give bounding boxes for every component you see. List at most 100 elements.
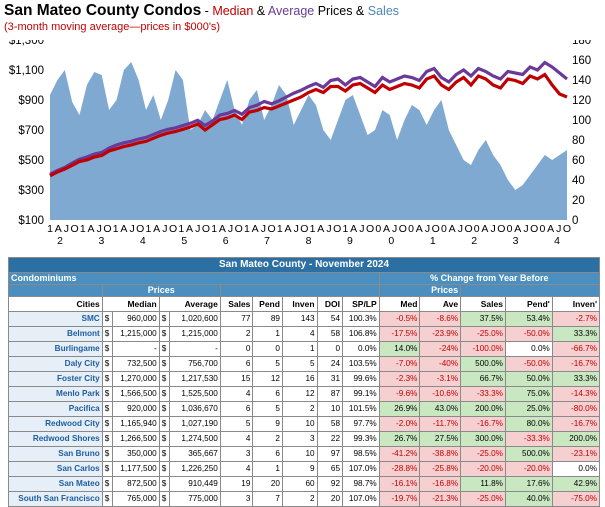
x-tick-label: J <box>64 223 69 235</box>
average-dollar-cell: $ <box>158 461 170 477</box>
table-row: Redwood City $1,165,940 $1,027,190 5 9 10 58 97… <box>8 416 601 432</box>
inven-cell: 4 <box>281 326 318 342</box>
inven-cell: 2 <box>281 401 318 417</box>
inven-cell: 2 <box>281 491 318 507</box>
change-ave-cell: -23.9% <box>419 326 462 342</box>
x-tick-label: O <box>530 223 538 235</box>
median-dollar-cell: $ <box>101 401 113 417</box>
chart-subtitle: (3-month moving average—prices in $000's… <box>4 21 221 33</box>
x-tick-label: J <box>326 223 331 235</box>
average-cell: 756,700 <box>168 356 221 372</box>
x-tick-label: O <box>333 223 341 235</box>
splp-cell: 100.3% <box>342 311 380 327</box>
change-inven-cell: 200.0% <box>551 431 601 447</box>
inven-cell: 9 <box>281 461 318 477</box>
x-tick-label: 1 <box>113 223 119 235</box>
title-prices: Prices & <box>314 4 368 18</box>
change-med-cell: 26.9% <box>378 401 421 417</box>
average-dollar-cell: $ <box>158 311 170 327</box>
change-sales-cell: -20.0% <box>460 461 506 477</box>
change-sales-cell: -25.0% <box>460 491 506 507</box>
right-axis-tick: 20 <box>572 195 585 207</box>
year-label: 0 <box>388 235 394 247</box>
change-ave-cell: 43.0% <box>419 401 462 417</box>
median-cell: - <box>111 341 160 357</box>
inven-cell: 1 <box>281 341 318 357</box>
year-label: 4 <box>140 235 146 247</box>
x-tick-label: J <box>195 223 200 235</box>
x-tick-label: J <box>129 223 134 235</box>
x-tick-label: A <box>55 223 62 235</box>
left-axis-tick: $100 <box>18 215 44 227</box>
average-dollar-cell: $ <box>158 386 170 402</box>
doi-cell: 87 <box>316 386 344 402</box>
average-dollar-cell: $ <box>158 326 170 342</box>
doi-cell: 92 <box>316 476 344 492</box>
average-cell: 1,274,500 <box>168 431 221 447</box>
sales-cell: 3 <box>219 491 254 507</box>
median-dollar-cell: $ <box>101 326 113 342</box>
change-inven-cell: -66.7% <box>551 341 601 357</box>
city-cell: Menlo Park <box>8 386 103 402</box>
table-row: San Mateo $872,500 $910,449 19 20 60 92 98.7% -1… <box>8 476 601 492</box>
pend-cell: 1 <box>252 461 283 477</box>
change-med-cell: 26.7% <box>378 431 421 447</box>
city-cell: South San Francisco <box>8 491 103 507</box>
splp-cell: 98.7% <box>342 476 380 492</box>
change-sales-cell: -25.0% <box>460 326 506 342</box>
table-blank-group-3 <box>460 284 600 297</box>
change-med-cell: -17.5% <box>378 326 421 342</box>
table-row: San Bruno $350,000 $365,667 3 6 10 97 98.5% -41.… <box>8 446 601 462</box>
right-axis-tick: 160 <box>572 55 591 67</box>
x-tick-label: 1 <box>178 223 184 235</box>
sales-cell: 2 <box>219 326 254 342</box>
year-label: 8 <box>306 235 312 247</box>
x-tick-label: 0 <box>474 223 480 235</box>
x-tick-label: A <box>350 223 357 235</box>
inven-cell: 12 <box>281 386 318 402</box>
x-tick-label: O <box>71 223 79 235</box>
x-tick-label: O <box>103 223 111 235</box>
inven-cell: 10 <box>281 446 318 462</box>
change-ave-cell: -24% <box>419 341 462 357</box>
x-tick-label: 0 <box>507 223 513 235</box>
splp-cell: 101.5% <box>342 401 380 417</box>
header-chg-inven: Inven' <box>551 296 601 312</box>
doi-cell: 54 <box>316 311 344 327</box>
x-tick-label: A <box>120 223 127 235</box>
average-cell: 775,000 <box>168 491 221 507</box>
change-pend-cell: 40.0% <box>504 491 553 507</box>
table-change-header: % Change from Year Before <box>378 272 601 285</box>
change-inven-cell: 42.9% <box>551 476 601 492</box>
title-dash: - <box>201 4 213 18</box>
doi-cell: 31 <box>316 371 344 387</box>
change-pend-cell: -50.0% <box>504 326 553 342</box>
city-cell: Redwood City <box>8 416 103 432</box>
right-axis-tick: 140 <box>572 75 591 87</box>
median-cell: 350,000 <box>111 446 160 462</box>
sales-area <box>50 62 567 220</box>
median-dollar-cell: $ <box>101 371 113 387</box>
table-row: South San Francisco $765,000 $775,000 3 7 2 20… <box>8 491 601 507</box>
average-dollar-cell: $ <box>158 371 170 387</box>
change-sales-cell: 11.8% <box>460 476 506 492</box>
change-ave-cell: -3.1% <box>419 371 462 387</box>
change-med-cell: -0.5% <box>378 311 421 327</box>
right-axis-tick: 0 <box>572 215 578 227</box>
median-dollar-cell: $ <box>101 461 113 477</box>
left-axis-tick: $300 <box>18 185 44 197</box>
change-inven-cell: -75.0% <box>551 491 601 507</box>
x-tick-label: 1 <box>343 223 349 235</box>
left-axis-tick: $1,300 <box>9 40 44 47</box>
x-tick-label: A <box>252 223 259 235</box>
x-tick-label: 1 <box>244 223 250 235</box>
header-sales: Sales <box>219 296 254 312</box>
header-inven: Inven <box>281 296 318 312</box>
x-tick-label: A <box>219 223 226 235</box>
splp-cell: 97.7% <box>342 416 380 432</box>
city-cell: Belmont <box>8 326 103 342</box>
x-tick-label: J <box>294 223 299 235</box>
year-label: 6 <box>223 235 229 247</box>
median-cell: 1,566,500 <box>111 386 160 402</box>
average-cell: 1,215,000 <box>168 326 221 342</box>
